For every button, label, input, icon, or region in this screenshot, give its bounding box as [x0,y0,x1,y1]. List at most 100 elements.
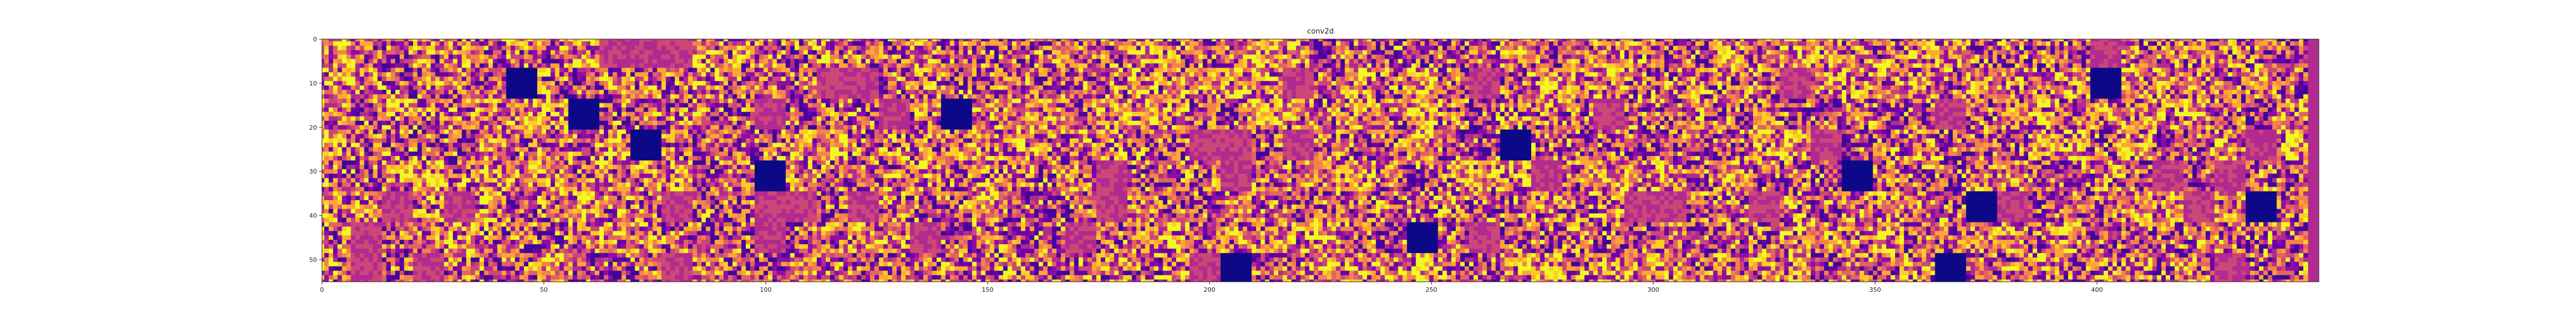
heatmap-cell [1815,63,1820,68]
heatmap-cell [1083,80,1088,86]
heatmap-cell [728,72,733,77]
heatmap-cell [1012,45,1017,51]
heatmap-cell [1473,50,1479,55]
heatmap-cell [856,72,862,77]
heatmap-cell [1895,63,1900,68]
heatmap-cell [2219,50,2224,55]
heatmap-cell [936,89,941,95]
heatmap-cell [785,77,791,82]
heatmap-cell [377,54,382,60]
heatmap-cell [2205,39,2211,42]
heatmap-cell [1407,54,1412,60]
heatmap-cell [1438,39,1443,42]
heatmap-cell [661,77,666,82]
heatmap-cell [950,54,955,60]
heatmap-cell [493,59,498,64]
heatmap-cell [1970,39,1976,42]
heatmap-cell [1353,63,1359,68]
heatmap-cell [976,63,982,68]
heatmap-cell [626,63,631,68]
heatmap-cell [1411,41,1417,46]
heatmap-cell [351,39,356,42]
heatmap-cell [1877,50,1882,55]
heatmap-cell [2246,54,2251,60]
heatmap-cell [581,39,586,42]
heatmap-cell [1358,63,1363,68]
heatmap-cell [870,41,875,46]
heatmap-cell [2059,50,2064,55]
heatmap-cell [1997,50,2002,55]
heatmap-cell [1172,68,1177,73]
heatmap-cell [1598,39,1603,42]
heatmap-cell [1216,39,1221,42]
heatmap-cell [1651,63,1656,68]
heatmap-cell [1296,50,1301,55]
heatmap-cell [1429,54,1434,60]
heatmap-cell [834,94,840,100]
heatmap-cell [812,94,817,100]
heatmap-cell [879,41,884,46]
heatmap-cell [1415,50,1421,55]
heatmap-cell [1278,85,1284,91]
heatmap-cell [328,80,334,86]
heatmap-cell [1393,89,1399,95]
heatmap-cell [2033,50,2038,55]
heatmap-cell [488,50,494,55]
heatmap-cell [1083,63,1088,68]
heatmap-cell [1562,45,1568,51]
heatmap-cell [1557,45,1563,51]
heatmap-cell [457,89,462,95]
heatmap-cell [1109,68,1115,73]
heatmap-cell [322,89,325,95]
heatmap-cell [683,39,689,42]
heatmap-cell [1615,41,1621,46]
heatmap-cell [2068,39,2073,42]
heatmap-cell [1065,39,1071,42]
heatmap-cell [515,63,520,68]
heatmap-cell [581,54,586,60]
heatmap-cell [1948,41,1953,46]
heatmap-cell [1788,54,1793,60]
heatmap-cell [541,72,547,77]
heatmap-cell [1415,39,1421,42]
heatmap-cell [1087,72,1092,77]
feature-map-tile [879,39,911,68]
heatmap-cell [719,63,724,68]
heatmap-cell [1052,94,1057,100]
heatmap-cell [1123,39,1128,42]
heatmap-cell [1784,39,1789,42]
heatmap-cell [1065,68,1071,73]
heatmap-cell [1358,39,1363,42]
heatmap-cell [1447,41,1452,46]
heatmap-cell [1149,68,1154,73]
heatmap-cell [679,39,684,42]
heatmap-cell [506,41,511,46]
heatmap-cell [364,50,369,55]
heatmap-cell [2219,54,2224,60]
heatmap-cell [1385,54,1390,60]
heatmap-cell [1278,77,1284,82]
heatmap-cell [1353,77,1359,82]
heatmap-cell [1238,39,1243,42]
heatmap-cell [453,80,458,86]
heatmap-cell [590,54,595,60]
heatmap-cell [1766,45,1772,51]
heatmap-cell [399,63,405,68]
heatmap-cell [1145,72,1150,77]
heatmap-cell [1265,80,1270,86]
heatmap-cell [1185,80,1190,86]
heatmap-cell [333,68,338,73]
heatmap-cell [1114,77,1119,82]
heatmap-cell [413,89,418,95]
heatmap-cell [422,85,427,91]
heatmap-cell [852,94,858,100]
heatmap-cell [351,72,356,77]
heatmap-cell [497,89,503,95]
heatmap-cell [1278,50,1284,55]
heatmap-cell [1331,80,1337,86]
heatmap-cell [497,50,503,55]
heatmap-cell [595,77,600,82]
heatmap-cell [2254,41,2260,46]
heatmap-cell [2019,45,2024,51]
heatmap-cell [484,50,489,55]
